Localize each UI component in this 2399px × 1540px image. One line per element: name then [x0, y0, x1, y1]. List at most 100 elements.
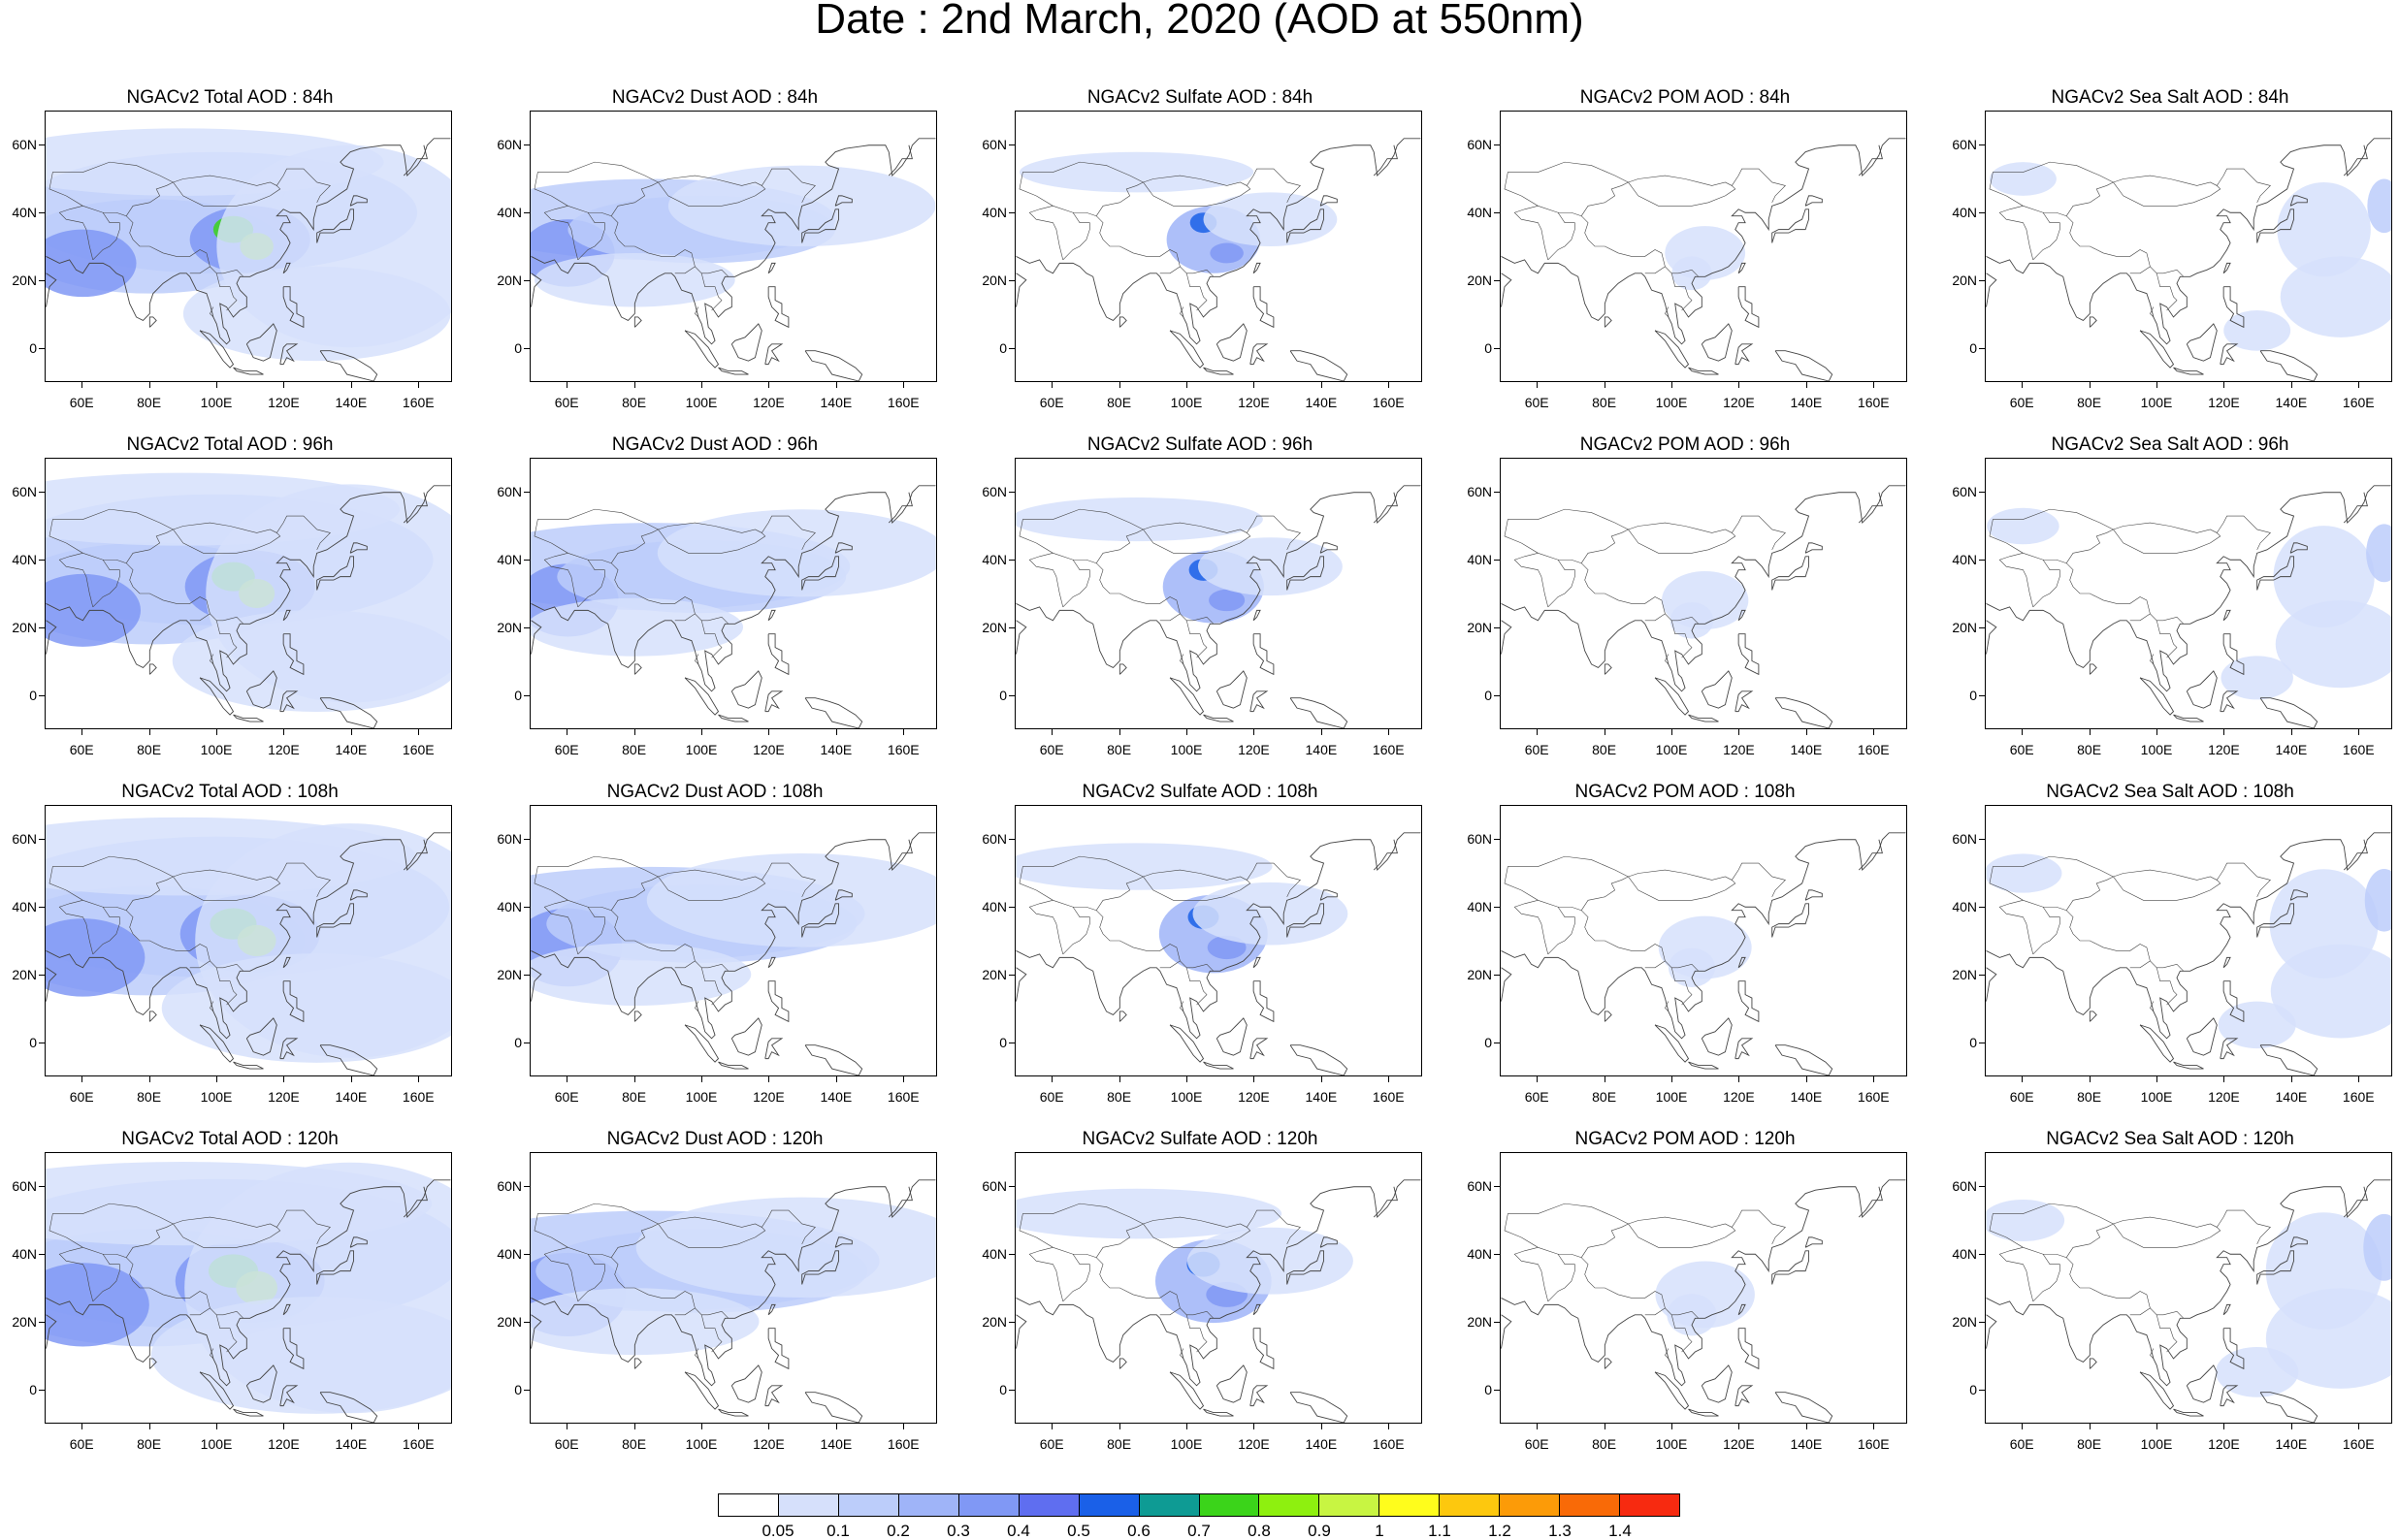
map-panel: NGACv2 Sulfate AOD : 108h 60N 40N 20N 0 60E 80… [970, 782, 1430, 1111]
lon-label: 60E [554, 395, 579, 410]
coastline [1118, 1011, 1127, 1022]
coastline [531, 1179, 936, 1387]
map-frame [1985, 1152, 2392, 1424]
coastline [316, 903, 354, 938]
lon-tick [2089, 1424, 2091, 1429]
lat-tick [39, 839, 45, 840]
lon-label: 160E [402, 395, 435, 410]
lon-label: 160E [1372, 1089, 1405, 1105]
coastline [1701, 1017, 1733, 1056]
coastline [718, 1408, 749, 1417]
coastline [1169, 677, 1205, 716]
coastline [718, 367, 749, 375]
lon-tick [2223, 1424, 2225, 1429]
coastline [148, 663, 157, 675]
lon-label: 160E [887, 1436, 920, 1452]
coastline [1688, 367, 1719, 375]
aod-field [2364, 869, 2391, 932]
coastline [2259, 1044, 2318, 1075]
lon-label: 140E [820, 742, 853, 757]
lat-label: 20N [1467, 620, 1492, 635]
lon-tick [2156, 382, 2158, 388]
coastline [1118, 663, 1127, 675]
country-border [534, 855, 659, 891]
aod-field [2367, 178, 2391, 234]
country-border [1095, 168, 1301, 216]
aod-field [2223, 310, 2291, 351]
lat-tick [1979, 280, 1985, 281]
coastline [1734, 343, 1754, 366]
lat-label: 20N [982, 620, 1007, 635]
lat-label: 0 [29, 1382, 37, 1397]
country-border [577, 1254, 605, 1302]
lon-tick [350, 382, 352, 388]
lat-label: 0 [514, 688, 522, 703]
map-frame [1015, 111, 1422, 382]
colorbar-cell [1079, 1494, 1140, 1516]
aod-map [531, 832, 936, 1075]
coastline [1737, 1328, 1760, 1370]
lon-label: 100E [2140, 742, 2173, 757]
coastline [2186, 323, 2218, 362]
coastline [1118, 1358, 1127, 1369]
lat-tick [1494, 348, 1500, 349]
lon-tick [1052, 1424, 1054, 1429]
lat-label: 40N [497, 899, 522, 914]
lat-label: 0 [999, 340, 1007, 356]
colorbar-cell [1199, 1494, 1260, 1516]
coastline [730, 1017, 762, 1056]
lon-label: 80E [137, 742, 162, 757]
lon-tick [81, 729, 83, 735]
lat-tick [1009, 212, 1015, 213]
panel-title: NGACv2 Dust AOD : 120h [606, 1129, 824, 1149]
lat-label: 40N [1467, 205, 1492, 220]
coastline [767, 1328, 790, 1370]
country-border [1019, 855, 1144, 891]
country-border [1644, 613, 1666, 622]
coastline [403, 492, 428, 524]
coastline [1737, 286, 1760, 329]
coastline [767, 1303, 776, 1316]
lat-label: 40N [1952, 899, 1977, 914]
lon-label: 160E [1372, 1436, 1405, 1452]
lon-label: 140E [820, 1089, 853, 1105]
country-border [1035, 889, 1215, 972]
colorbar-label: 1.4 [1608, 1522, 1632, 1540]
map-frame [45, 805, 452, 1076]
lon-tick [633, 1424, 635, 1429]
lat-tick [524, 1390, 530, 1391]
country-border [1062, 212, 1090, 261]
coastline [199, 330, 235, 369]
colorbar-cell [1019, 1494, 1080, 1516]
map-panel: NGACv2 Dust AOD : 84h 60N 40N 20N 0 60E 80E 100… [485, 87, 945, 417]
coastline [1203, 1408, 1234, 1417]
aod-map [1986, 1179, 2391, 1423]
lat-tick [1009, 1254, 1015, 1255]
lon-tick [81, 382, 83, 388]
lon-label: 120E [268, 1436, 300, 1452]
coastline [1604, 663, 1612, 675]
aod-map [1016, 138, 1421, 381]
coastline [2343, 839, 2368, 871]
coastline [767, 956, 776, 969]
country-border [700, 967, 723, 1006]
lon-label: 60E [2009, 1089, 2034, 1105]
lon-tick [283, 1424, 285, 1429]
map-frame [1500, 111, 1907, 382]
coastline [1986, 967, 1997, 1002]
coastline [531, 485, 936, 692]
colorbar [718, 1493, 1680, 1517]
lon-tick [1805, 1424, 1807, 1429]
lon-tick [1388, 1424, 1390, 1429]
country-border [49, 508, 174, 544]
coastline [349, 195, 368, 207]
coastline [1774, 1044, 1833, 1075]
lat-tick [1009, 1322, 1015, 1323]
map-frame [530, 805, 937, 1076]
lat-label: 20N [1952, 273, 1977, 288]
lon-label: 80E [1107, 742, 1132, 757]
coastline [1252, 609, 1261, 622]
lon-tick [1253, 382, 1255, 388]
lon-label: 100E [1170, 1089, 1203, 1105]
coastline [1249, 1385, 1269, 1407]
